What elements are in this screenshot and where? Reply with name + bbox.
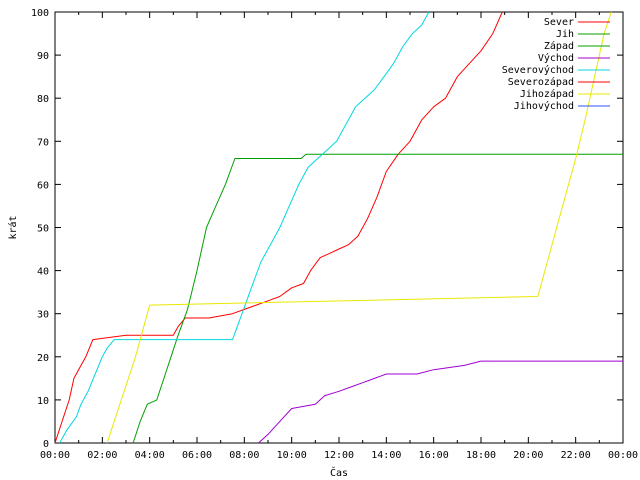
x-tick-label: 02:00 [87,450,117,461]
y-axis-title: krát [7,215,19,239]
series-line-0 [54,11,503,444]
series-line-6 [106,11,612,444]
y-tick-label: 90 [37,51,49,62]
series-line-3 [258,360,623,444]
series-line-4 [59,11,430,444]
x-tick-label: 14:00 [371,450,401,461]
x-tick-label: 04:00 [135,450,165,461]
axis-ticks: 0 10 20 30 40 50 60 70 80 90 100 00:00 02:00 04:00 06:… [31,8,638,461]
y-tick-label: 0 [43,439,49,450]
legend-label: Jihozápad [520,88,574,100]
x-tick-label: 12:00 [324,450,354,461]
series-layer [54,11,623,444]
y-tick-label: 50 [37,224,49,235]
x-tick-label: 22:00 [561,450,591,461]
legend-label: Severozápad [508,76,574,88]
y-tick-label: 100 [31,8,49,19]
x-axis-title: Čas [330,466,348,479]
y-tick-label: 70 [37,137,49,148]
legend: SeverJihZápadVýchodSeverovýchodSeverozáp… [502,17,610,112]
y-tick-label: 20 [37,353,49,364]
y-tick-label: 30 [37,310,49,321]
x-tick-label: 00:00 [40,450,70,461]
series-line-1 [132,153,623,444]
x-tick-label: 06:00 [182,450,212,461]
x-tick-label: 20:00 [513,450,543,461]
y-tick-label: 40 [37,267,49,278]
legend-label: Východ [538,52,574,64]
legend-label: Jihovýchod [514,100,574,112]
x-tick-label: 00:00 [608,450,638,461]
x-tick-label: 10:00 [277,450,307,461]
y-tick-label: 60 [37,180,49,191]
x-tick-label: 16:00 [419,450,449,461]
x-tick-label: 08:00 [229,450,259,461]
legend-label: Sever [544,17,574,28]
legend-label: Severovýchod [502,64,574,76]
y-tick-label: 10 [37,396,49,407]
legend-label: Jih [556,29,574,40]
x-tick-label: 18:00 [466,450,496,461]
legend-label: Západ [544,40,574,52]
y-tick-label: 80 [37,94,49,105]
